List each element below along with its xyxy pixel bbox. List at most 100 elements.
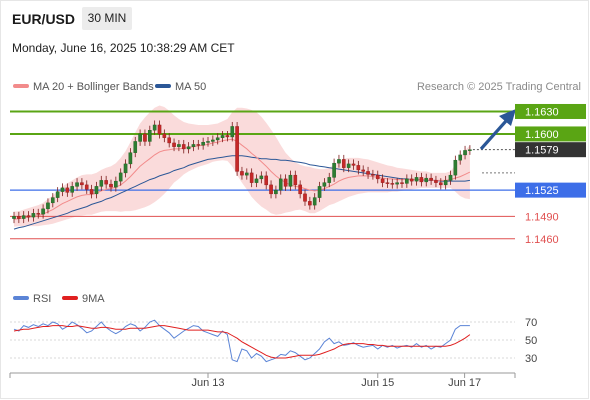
- candle: [104, 175, 108, 189]
- candle: [211, 135, 215, 146]
- candle-bull: [123, 163, 128, 174]
- candle: [206, 136, 210, 147]
- candle: [259, 171, 264, 184]
- candle-bear: [390, 183, 395, 185]
- candle: [70, 181, 74, 197]
- candle-bull: [114, 180, 118, 188]
- candle-bull: [312, 197, 317, 206]
- ma20-polyline: [13, 138, 471, 220]
- candle-bear: [308, 201, 312, 206]
- candle: [51, 193, 55, 208]
- candle-bear: [283, 178, 288, 187]
- candle-bull: [337, 159, 341, 164]
- candle: [12, 211, 16, 224]
- candle-bear: [235, 126, 239, 172]
- candle: [453, 155, 458, 180]
- candle: [419, 172, 424, 187]
- chart-datetime: Monday, June 16, 2025 10:38:29 AM CET: [12, 41, 235, 55]
- candle: [118, 168, 123, 186]
- candle: [308, 196, 312, 210]
- candle-bull: [220, 135, 225, 138]
- candle: [390, 178, 395, 189]
- candle: [414, 172, 419, 186]
- candle: [157, 120, 162, 139]
- candle-bear: [196, 144, 201, 146]
- candle: [274, 185, 278, 199]
- candle-bull: [186, 146, 191, 150]
- candle-bear: [109, 183, 113, 188]
- candle-bear: [380, 178, 385, 183]
- candle-bear: [303, 193, 307, 202]
- candle: [60, 183, 65, 197]
- candle: [288, 170, 293, 191]
- level-label-1-1525: 1.1525: [525, 185, 559, 197]
- candle: [293, 170, 298, 190]
- candle-bull: [138, 133, 142, 142]
- candle: [114, 176, 118, 192]
- candle: [17, 211, 21, 224]
- candle: [337, 154, 341, 168]
- candle: [109, 179, 113, 192]
- candles: [12, 120, 472, 224]
- level-label-1-1630: 1.1630: [525, 106, 559, 118]
- bollinger-bands: [14, 105, 470, 227]
- candle-bear: [65, 187, 70, 193]
- level-label-1-1460: 1.1460: [525, 234, 559, 246]
- candle: [439, 178, 443, 190]
- candle: [458, 150, 463, 165]
- candle: [342, 154, 346, 173]
- candle: [332, 158, 336, 182]
- legend-label-9ma: 9MA: [82, 293, 105, 305]
- candle-bear: [400, 182, 404, 184]
- candle: [317, 181, 322, 203]
- candle-bear: [225, 135, 230, 138]
- arrow-head: [499, 109, 516, 126]
- candle-bull: [274, 189, 278, 195]
- candle-bull: [152, 124, 157, 131]
- candle-bull: [191, 144, 196, 147]
- candle: [162, 129, 167, 143]
- candle-bear: [84, 184, 89, 190]
- candle-bull: [60, 187, 65, 192]
- candle-bear: [89, 189, 94, 195]
- candle: [147, 125, 152, 146]
- candle: [220, 130, 225, 143]
- candle-bull: [414, 177, 419, 182]
- candle-bear: [434, 180, 438, 183]
- candle-bear: [385, 182, 390, 184]
- ma50-line: [13, 155, 470, 230]
- candle-bull: [133, 141, 138, 153]
- timeframe-badge[interactable]: 30 MIN: [82, 7, 132, 30]
- candle: [366, 166, 370, 179]
- candle: [99, 175, 104, 191]
- candle-bear: [342, 159, 346, 168]
- copyright-text: Research © 2025 Trading Central: [417, 81, 581, 93]
- candle: [152, 120, 157, 135]
- candle-bull: [215, 137, 220, 141]
- candle: [443, 175, 448, 190]
- candle-bear: [240, 171, 244, 176]
- candle: [254, 174, 259, 188]
- candle-bull: [230, 126, 235, 138]
- candle-bear: [361, 169, 366, 172]
- candle: [215, 133, 220, 145]
- candle: [244, 168, 249, 180]
- candle-bear: [26, 215, 31, 218]
- rsi-tick-70: 70: [525, 317, 537, 329]
- level-tag-1-1600: [515, 126, 586, 142]
- candle-bull: [332, 162, 336, 178]
- candle-bull: [128, 152, 133, 165]
- candle: [26, 211, 31, 222]
- candle-bull: [468, 149, 472, 151]
- candle-bear: [298, 184, 302, 195]
- candle: [46, 198, 50, 214]
- legend-swatch-ma20: [13, 84, 29, 88]
- candle-bull: [443, 180, 448, 186]
- candle-bear: [351, 163, 356, 166]
- legend-swatch-9ma: [62, 296, 78, 300]
- candle-bear: [269, 184, 273, 195]
- candle: [21, 211, 26, 224]
- candle-bear: [172, 142, 176, 147]
- candle: [138, 129, 142, 146]
- x-tick-label: Jun 13: [191, 377, 224, 389]
